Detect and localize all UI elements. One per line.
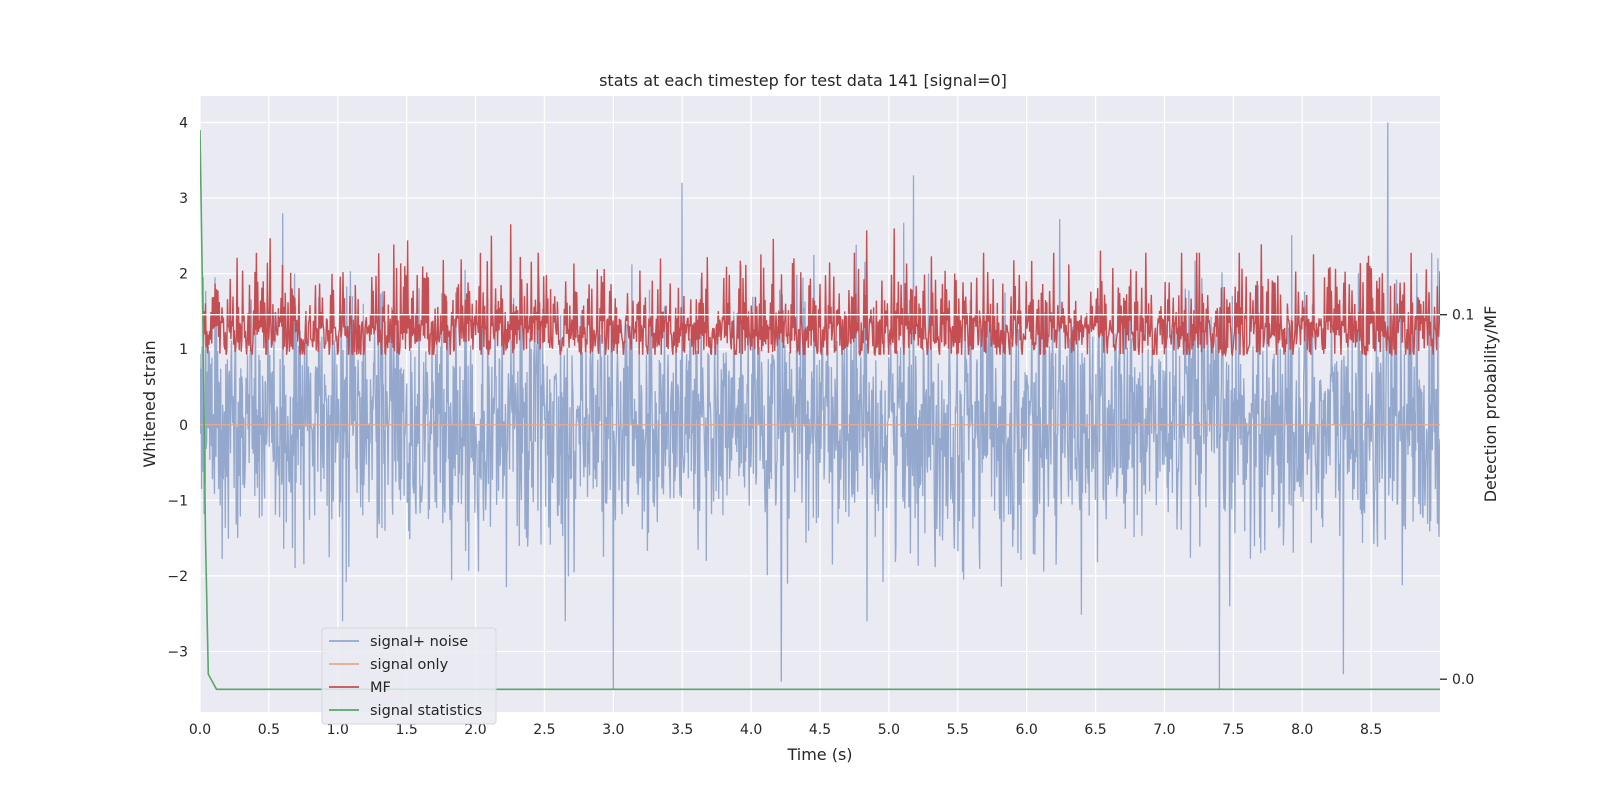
x-tick-label: 3.0	[602, 722, 624, 738]
x-tick-label: 1.0	[327, 722, 349, 738]
y2-axis-label: Detection probability/MF	[1481, 306, 1500, 503]
series-signal-noise-line	[200, 122, 1440, 690]
y2-tick-label: 0.1	[1452, 308, 1474, 324]
x-axis-ticks: 0.0 0.5 1.0 1.5 2.0 2.5 3.0 3.5 4.0 4.5 5.0 5.5 6.0 6…	[189, 722, 1382, 738]
legend-label: signal statistics	[370, 703, 482, 719]
x-axis-label: Time (s)	[786, 745, 852, 764]
y-tick-label: −3	[167, 645, 188, 661]
y-tick-label: 2	[179, 267, 188, 283]
y-axis-label: Whitened strain	[140, 340, 159, 467]
x-tick-label: 7.0	[1153, 722, 1175, 738]
x-tick-label: 3.5	[671, 722, 693, 738]
x-tick-label: 0.0	[189, 722, 211, 738]
x-tick-label: 6.0	[1016, 722, 1038, 738]
x-tick-label: 4.5	[809, 722, 831, 738]
legend-label: signal+ noise	[370, 634, 468, 650]
y-tick-label: −2	[167, 569, 188, 585]
x-tick-label: 0.5	[258, 722, 280, 738]
x-tick-label: 5.5	[947, 722, 969, 738]
x-tick-label: 6.5	[1084, 722, 1106, 738]
x-tick-label: 2.0	[464, 722, 486, 738]
x-tick-label: 4.0	[740, 722, 762, 738]
y-tick-label: 0	[179, 418, 188, 434]
y2-axis-ticks: 0.0 0.1	[1440, 308, 1474, 688]
y-tick-label: 4	[179, 115, 188, 131]
legend-box	[321, 627, 497, 725]
y2-tick-label: 0.0	[1452, 672, 1474, 688]
x-tick-label: 1.5	[396, 722, 418, 738]
x-tick-label: 8.5	[1360, 722, 1382, 738]
legend: signal+ noise signal only MF signal statist…	[321, 627, 497, 725]
x-tick-label: 5.0	[878, 722, 900, 738]
x-tick-label: 8.0	[1291, 722, 1313, 738]
chart-title: stats at each timestep for test data 141…	[599, 71, 1007, 90]
x-tick-label: 2.5	[533, 722, 555, 738]
y-axis-ticks: −3 −2 −1 0 1 2 3 4	[167, 115, 188, 660]
y-tick-label: 3	[179, 191, 188, 207]
y-tick-label: −1	[167, 493, 188, 509]
x-tick-label: 7.5	[1222, 722, 1244, 738]
y-tick-label: 1	[179, 342, 188, 358]
legend-label: signal only	[370, 657, 449, 673]
legend-label: MF	[370, 680, 391, 696]
